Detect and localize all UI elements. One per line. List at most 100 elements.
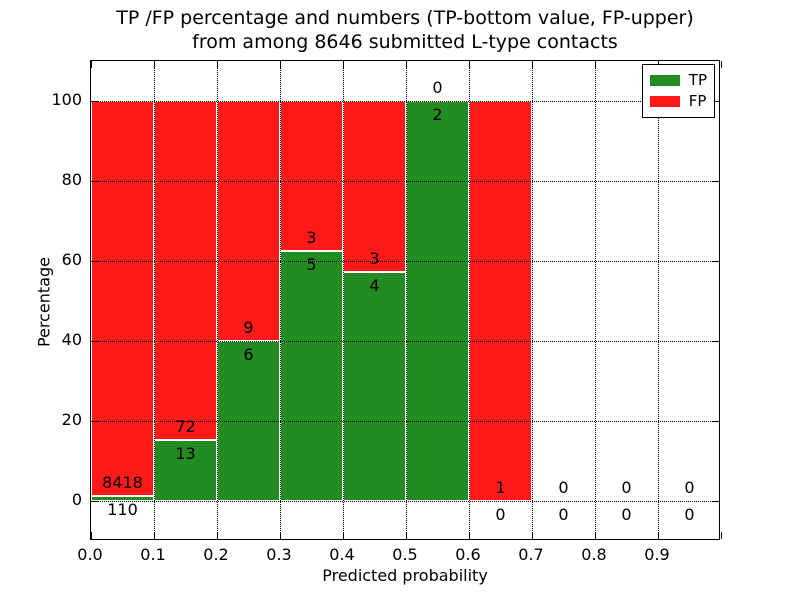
- horizontal-gridline: [91, 101, 719, 102]
- x-tick-mark: [658, 532, 659, 539]
- y-tick-label: 100: [51, 90, 82, 109]
- tp-count-label: 0: [558, 505, 569, 524]
- vertical-gridline: [469, 61, 470, 539]
- horizontal-gridline: [91, 261, 719, 262]
- tp-bar: [91, 495, 154, 501]
- x-tick-mark: [469, 532, 470, 539]
- x-tick-mark: [280, 532, 281, 539]
- tp-legend-swatch-icon: [649, 75, 680, 86]
- x-tick-mark: [721, 61, 722, 68]
- y-tick-mark: [91, 261, 98, 262]
- fp-count-label: 9: [243, 318, 254, 337]
- vertical-gridline: [658, 61, 659, 539]
- x-tick-label: 0.2: [203, 545, 229, 564]
- x-tick-mark: [343, 532, 344, 539]
- plot-area: TP FP 8418 110 72 13 9 6 3 5 3 4 0 2 1 0 0 0 0 0 0 0: [90, 60, 722, 540]
- x-tick-mark: [721, 532, 722, 539]
- y-tick-mark: [712, 181, 719, 182]
- vertical-gridline: [343, 61, 344, 539]
- tp-bar: [406, 101, 469, 501]
- y-tick-label: 40: [61, 330, 82, 349]
- tp-count-label: 4: [369, 276, 380, 296]
- x-tick-mark: [406, 61, 407, 68]
- x-tick-mark: [343, 61, 344, 68]
- vertical-gridline: [595, 61, 596, 539]
- legend-item-tp: TP: [649, 70, 707, 91]
- fp-legend-swatch-icon: [649, 96, 680, 107]
- legend-item-fp: FP: [649, 91, 707, 112]
- fp-count-label: 1: [495, 478, 506, 497]
- fp-count-label: 0: [684, 478, 695, 497]
- y-tick-label: 60: [61, 250, 82, 269]
- horizontal-gridline: [91, 501, 719, 502]
- tp-bar: [343, 272, 406, 501]
- x-tick-mark: [154, 532, 155, 539]
- x-tick-mark: [91, 532, 92, 539]
- chart-title: TP /FP percentage and numbers (TP-bottom…: [90, 6, 720, 54]
- x-tick-mark: [91, 61, 92, 68]
- fp-count-label: 3: [369, 249, 380, 269]
- fp-count-label: 0: [621, 478, 632, 497]
- y-tick-mark: [712, 501, 719, 502]
- y-tick-mark: [91, 101, 98, 102]
- x-tick-mark: [217, 532, 218, 539]
- x-axis-label: Predicted probability: [322, 566, 488, 585]
- chart-title-line2: from among 8646 submitted L-type contact…: [192, 31, 618, 53]
- y-tick-label: 80: [61, 170, 82, 189]
- vertical-gridline: [532, 61, 533, 539]
- vertical-gridline: [217, 61, 218, 539]
- legend-label-fp: FP: [688, 92, 707, 110]
- fp-count-label: 8418: [102, 472, 143, 492]
- legend-label-tp: TP: [688, 71, 707, 89]
- x-tick-label: 0.7: [518, 545, 544, 564]
- x-tick-mark: [154, 61, 155, 68]
- y-tick-mark: [91, 421, 98, 422]
- y-tick-mark: [91, 181, 98, 182]
- y-tick-mark: [91, 501, 98, 502]
- legend: TP FP: [641, 64, 715, 118]
- x-tick-label: 0.4: [329, 545, 355, 564]
- x-tick-mark: [280, 61, 281, 68]
- fp-count-label: 0: [432, 78, 443, 97]
- tp-bar: [280, 251, 343, 501]
- x-tick-label: 0.1: [140, 545, 166, 564]
- x-tick-label: 0.9: [644, 545, 670, 564]
- y-tick-mark: [712, 261, 719, 262]
- x-tick-label: 0.6: [455, 545, 481, 564]
- fp-bar: [154, 101, 217, 440]
- x-tick-label: 0.8: [581, 545, 607, 564]
- tp-count-label: 13: [175, 443, 196, 463]
- chart-title-line1: TP /FP percentage and numbers (TP-bottom…: [116, 7, 694, 29]
- x-tick-mark: [532, 61, 533, 68]
- fp-count-label: 72: [175, 416, 196, 436]
- x-tick-mark: [532, 532, 533, 539]
- tp-count-label: 2: [432, 105, 443, 124]
- tp-count-label: 0: [621, 505, 632, 524]
- y-tick-mark: [712, 421, 719, 422]
- tp-count-label: 0: [495, 505, 506, 524]
- fp-bar: [217, 101, 280, 341]
- y-tick-label: 20: [61, 410, 82, 429]
- fp-count-label: 0: [558, 478, 569, 497]
- y-tick-mark: [712, 341, 719, 342]
- x-tick-label: 0.3: [266, 545, 292, 564]
- tp-count-label: 0: [684, 505, 695, 524]
- x-tick-mark: [595, 532, 596, 539]
- vertical-gridline: [280, 61, 281, 539]
- fp-bar: [469, 101, 532, 501]
- tp-count-label: 6: [243, 345, 254, 364]
- fp-bar: [91, 101, 154, 496]
- fp-bar: [343, 101, 406, 273]
- x-tick-mark: [469, 61, 470, 68]
- horizontal-gridline: [91, 341, 719, 342]
- y-tick-label: 0: [71, 490, 82, 509]
- tp-bar: [154, 439, 217, 501]
- horizontal-gridline: [91, 421, 719, 422]
- x-tick-label: 0.0: [77, 545, 103, 564]
- horizontal-gridline: [91, 181, 719, 182]
- vertical-gridline: [406, 61, 407, 539]
- y-tick-mark: [91, 341, 98, 342]
- tp-count-label: 5: [306, 255, 317, 274]
- x-tick-mark: [217, 61, 218, 68]
